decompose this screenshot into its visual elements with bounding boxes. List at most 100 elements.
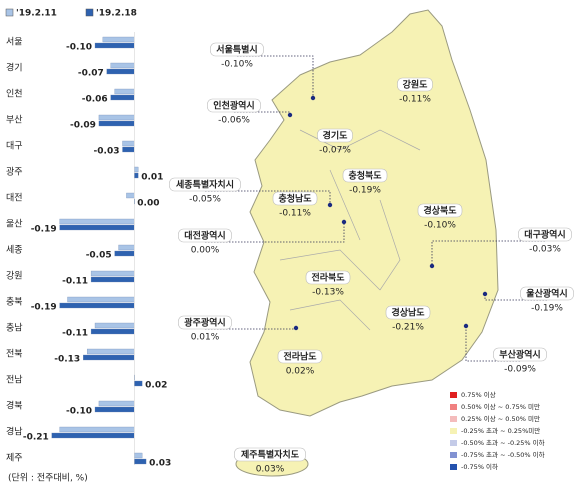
category-label: 전북 [6,349,23,360]
value-label: -0.19 [31,225,57,235]
region-value: -0.06% [218,116,250,126]
region-value: -0.10% [221,60,253,70]
region-dot [482,291,488,297]
region-value: -0.13% [312,288,344,298]
scale-label: 0.50% 이상 ~ 0.75% 미만 [461,402,540,411]
region-dot [463,323,469,329]
scale-swatch [450,440,457,446]
region-box [305,270,351,285]
region-dot [341,219,347,225]
region-box [277,349,323,364]
bar [134,172,139,179]
category-label: 경남 [6,426,23,438]
value-label: -0.19 [31,303,57,313]
category-label: 충북 [6,297,23,308]
bar [94,322,135,329]
scale-swatch [450,428,457,434]
region-name: 전라남도 [283,351,317,363]
leader-line [431,240,545,266]
category-label: 인천 [6,89,23,100]
bar [94,406,135,413]
bar [59,302,135,309]
region-box [272,191,318,206]
category-label: 강원 [6,271,23,282]
region-value: -0.05% [189,195,221,205]
region-name: 경기도 [323,130,349,142]
bar [134,458,147,465]
bar [98,114,135,121]
value-label: -0.10 [66,43,92,53]
region-name: 경상남도 [391,307,425,319]
region-value: -0.21% [392,323,424,333]
bar [134,452,143,459]
bar [114,250,135,257]
region-value: -0.11% [399,95,431,105]
region-value: -0.09% [504,365,536,375]
category-label: 제주 [6,453,23,464]
bar [83,354,135,361]
bar [106,68,135,75]
category-label: 전남 [6,375,23,386]
scale-label: -0.75% 초과 ~ -0.50% 이하 [461,450,545,459]
bar [134,380,143,387]
legend-swatch [85,8,94,17]
region-name: 세종특별자치시 [176,179,234,191]
scale-label: 0.75% 이상 [461,390,496,399]
category-label: 경기 [6,62,23,74]
scale-label: 0.25% 이상 ~ 0.50% 미만 [461,414,540,423]
region-box [417,203,463,218]
bar [59,426,135,433]
category-label: 대전 [6,193,23,204]
unit-note: (단위 : 전주대비, %) [8,473,88,484]
value-label: -0.06 [82,95,108,105]
region-value: 0.03% [256,465,285,475]
value-label: 0.00 [137,199,159,209]
scale-swatch [450,404,457,410]
category-label: 경북 [6,400,23,412]
region-value: -0.03% [529,245,561,255]
scale-swatch [450,416,457,422]
category-label: 충남 [6,323,23,334]
category-label: 광주 [6,166,23,178]
region-name: 경상북도 [423,205,457,217]
region-value: -0.07% [319,146,351,156]
legend-swatch [5,8,14,17]
region-box [317,128,353,143]
bar [59,218,135,225]
bar [98,400,135,407]
region-value: -0.19% [349,186,381,196]
legend-label: '19.2.18 [96,9,137,19]
region-box [207,98,261,113]
region-name: 충청남도 [278,193,312,205]
bar [134,166,139,173]
bar [90,276,135,283]
bar [94,42,135,49]
value-label: -0.05 [86,251,112,261]
value-label: -0.09 [70,121,96,131]
mainland [249,9,499,417]
region-box [210,42,264,57]
bar [122,140,135,147]
region-value: 0.00% [191,246,220,256]
region-box [342,168,388,183]
value-label: -0.21 [23,433,49,443]
region-name: 충청북도 [348,170,382,182]
map: 서울특별시 -0.10% 강원도 -0.11% 인천광역시 -0.06% 경기도 -0.07%… [169,9,574,477]
region-name: 강원도 [403,79,429,91]
value-label: -0.11 [62,277,88,287]
bar [67,296,135,303]
bar [51,432,135,439]
value-label: 0.02 [145,381,167,391]
region-name: 대구광역시 [524,229,565,241]
value-label: -0.07 [78,69,104,79]
region-name: 울산광역시 [526,288,567,300]
province-borders [279,129,421,331]
category-label: 서울 [6,37,23,48]
value-label: 0.03 [149,459,171,469]
region-value: -0.19% [531,304,563,314]
region-box [520,286,574,301]
leader-line [205,222,345,243]
region-name: 서울특별시 [216,44,257,56]
scale-swatch [450,392,457,398]
